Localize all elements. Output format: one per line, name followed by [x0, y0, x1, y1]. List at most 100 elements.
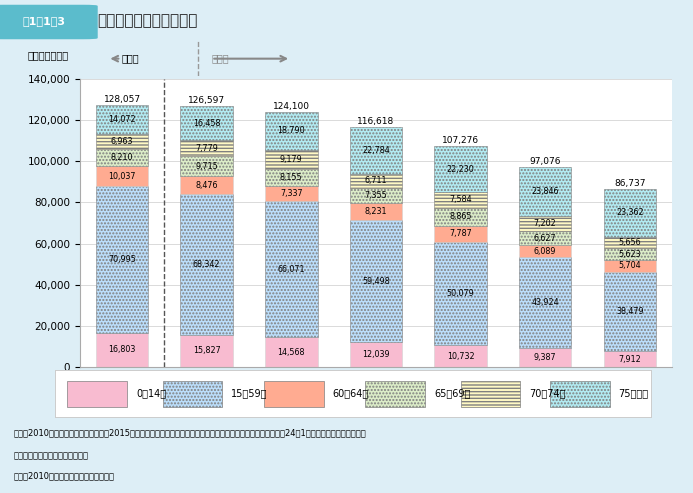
Bar: [519, 348, 572, 367]
Bar: [180, 141, 233, 156]
Bar: [435, 146, 487, 192]
Text: 8,476: 8,476: [195, 180, 218, 190]
Text: 75歳以上: 75歳以上: [619, 388, 649, 398]
Bar: [519, 167, 572, 216]
FancyBboxPatch shape: [0, 5, 97, 38]
Text: 8,231: 8,231: [365, 207, 387, 216]
Text: 18,790: 18,790: [277, 127, 305, 136]
Text: 実績値: 実績値: [121, 54, 139, 64]
Text: 14,072: 14,072: [108, 115, 136, 125]
Bar: [350, 203, 402, 220]
Text: 107,276: 107,276: [442, 136, 479, 145]
Text: 5,656: 5,656: [619, 238, 641, 247]
Text: 66,071: 66,071: [278, 265, 305, 274]
Bar: [350, 220, 402, 343]
Text: 124,100: 124,100: [273, 102, 310, 110]
Text: 6,711: 6,711: [365, 176, 387, 185]
Text: 9,387: 9,387: [534, 353, 556, 362]
Bar: [180, 176, 233, 194]
Text: 6,963: 6,963: [111, 137, 133, 146]
FancyBboxPatch shape: [67, 382, 127, 407]
Text: 7,912: 7,912: [619, 354, 641, 364]
Bar: [350, 127, 402, 174]
FancyBboxPatch shape: [365, 382, 425, 407]
Text: 10,037: 10,037: [108, 172, 136, 180]
Bar: [604, 237, 656, 248]
Bar: [96, 166, 148, 186]
Bar: [180, 156, 233, 176]
Text: 70～74歳: 70～74歳: [529, 388, 565, 398]
Text: 16,803: 16,803: [108, 346, 136, 354]
Text: 10,732: 10,732: [447, 352, 475, 361]
Text: 15～59歳: 15～59歳: [231, 388, 267, 398]
Bar: [435, 208, 487, 226]
Text: 6,089: 6,089: [534, 246, 556, 256]
Text: 8,155: 8,155: [280, 173, 303, 182]
Text: 9,715: 9,715: [195, 162, 218, 171]
FancyBboxPatch shape: [264, 382, 324, 407]
Text: 50,079: 50,079: [447, 289, 475, 298]
Text: 116,618: 116,618: [358, 117, 394, 126]
Text: 60～64歳: 60～64歳: [333, 388, 369, 398]
Bar: [265, 169, 317, 186]
Bar: [265, 201, 317, 337]
Text: 12,039: 12,039: [362, 351, 389, 359]
Bar: [265, 337, 317, 367]
FancyBboxPatch shape: [461, 382, 520, 407]
Text: 15,827: 15,827: [193, 347, 220, 355]
Bar: [435, 345, 487, 367]
Text: 16,458: 16,458: [193, 119, 220, 128]
Bar: [604, 189, 656, 237]
Bar: [350, 174, 402, 188]
Text: 年齢区分別将来人口推計: 年齢区分別将来人口推計: [97, 13, 198, 29]
Text: 0～14歳: 0～14歳: [136, 388, 166, 398]
Bar: [519, 257, 572, 348]
Bar: [96, 106, 148, 135]
FancyBboxPatch shape: [550, 382, 610, 407]
Bar: [96, 135, 148, 149]
Text: 38,479: 38,479: [616, 307, 644, 316]
Text: 資料：2010年は総務省「国勢調査」、2015年以降は国立社会保障・人口問題研究所「日本の将来推計人口（平成24年1月推計）」の出生中位・死: 資料：2010年は総務省「国勢調査」、2015年以降は国立社会保障・人口問題研究…: [14, 428, 367, 437]
Text: 推計値: 推計値: [211, 54, 229, 64]
Text: 総人口（千人）: 総人口（千人）: [28, 50, 69, 60]
Bar: [435, 226, 487, 242]
Text: 59,498: 59,498: [362, 277, 390, 286]
Text: 7,202: 7,202: [534, 219, 556, 228]
Text: 7,584: 7,584: [449, 195, 472, 205]
Text: （注）2010年の総数は年齢不詳を含む。: （注）2010年の総数は年齢不詳を含む。: [14, 472, 115, 481]
Text: 8,865: 8,865: [449, 212, 472, 221]
FancyBboxPatch shape: [163, 382, 222, 407]
Bar: [519, 231, 572, 245]
Text: 図1－1－3: 図1－1－3: [22, 16, 65, 26]
Text: 9,179: 9,179: [280, 155, 303, 164]
Text: 23,846: 23,846: [532, 187, 559, 196]
Bar: [604, 351, 656, 367]
Bar: [350, 188, 402, 203]
Bar: [350, 343, 402, 367]
Text: 7,355: 7,355: [365, 191, 387, 200]
Text: 86,737: 86,737: [614, 178, 646, 187]
Text: 68,342: 68,342: [193, 260, 220, 269]
Bar: [519, 245, 572, 257]
Text: 6,627: 6,627: [534, 234, 556, 243]
Text: 5,623: 5,623: [619, 249, 641, 259]
Bar: [604, 248, 656, 260]
Text: 亡中位仮定による推計結果: 亡中位仮定による推計結果: [14, 451, 89, 460]
Bar: [265, 186, 317, 201]
Text: 126,597: 126,597: [188, 97, 225, 106]
Bar: [519, 216, 572, 231]
Text: 70,995: 70,995: [108, 255, 136, 264]
Bar: [96, 186, 148, 333]
Text: 23,362: 23,362: [616, 208, 644, 217]
Text: 128,057: 128,057: [103, 96, 141, 105]
Text: 14,568: 14,568: [278, 348, 305, 357]
Text: 8,210: 8,210: [111, 153, 133, 162]
Bar: [604, 272, 656, 351]
Bar: [604, 260, 656, 272]
Bar: [435, 242, 487, 345]
Bar: [180, 194, 233, 335]
Bar: [180, 335, 233, 367]
Text: 22,230: 22,230: [447, 165, 475, 174]
Text: 5,704: 5,704: [619, 261, 641, 270]
Text: 97,076: 97,076: [529, 157, 561, 166]
